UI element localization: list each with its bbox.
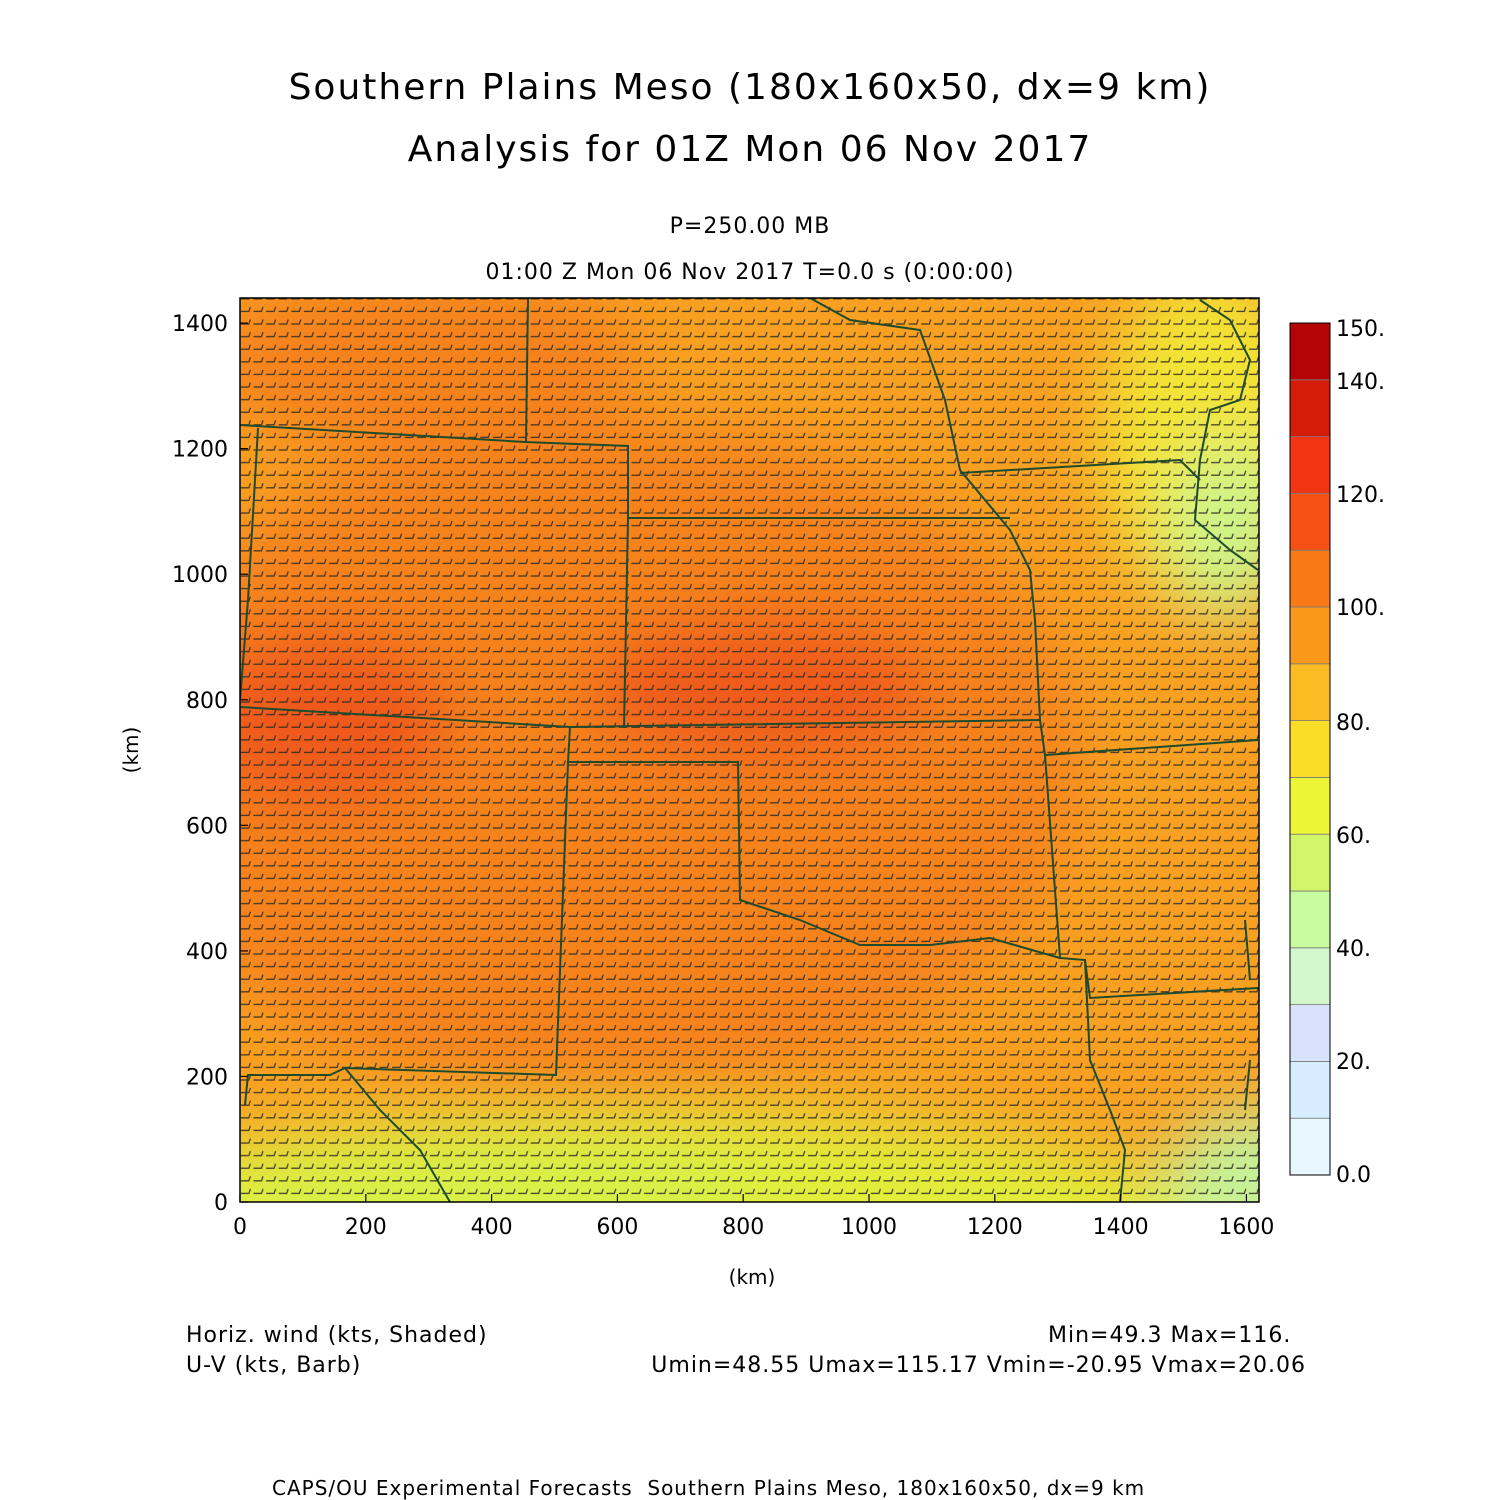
title-line-2: Analysis for 01Z Mon 06 Nov 2017 (407, 129, 1093, 170)
y-axis-label: (km) (119, 727, 143, 774)
colorbar-label: 40. (1336, 937, 1371, 962)
x-tick-label: 1000 (841, 1215, 897, 1240)
colorbar-swatch (1289, 492, 1331, 551)
colorbar-label: 0.0 (1336, 1163, 1371, 1188)
barb-field-label: U-V (kts, Barb) (186, 1353, 362, 1378)
colorbar-swatch (1289, 720, 1331, 778)
colorbar-swatch (1289, 549, 1331, 608)
y-tick-label: 600 (186, 814, 228, 839)
pressure-label: P=250.00 MB (669, 214, 831, 239)
y-tick-label: 400 (186, 940, 228, 965)
colorbar-swatch (1289, 1117, 1331, 1176)
colorbar-swatch (1289, 1004, 1331, 1062)
colorbar-label: 80. (1336, 711, 1371, 736)
y-tick-label: 800 (186, 689, 228, 714)
colorbar-label: 140. (1336, 370, 1385, 395)
x-tick-label: 1400 (1093, 1215, 1149, 1240)
shading-min-max: Min=49.3 Max=116. (1048, 1323, 1291, 1348)
colorbar-swatch (1289, 322, 1331, 381)
colorbar-swatch (1289, 606, 1331, 665)
credit-line: CAPS/OU Experimental Forecasts Southern … (272, 1476, 1146, 1500)
y-tick-label: 200 (186, 1065, 228, 1090)
colorbar-swatch (1289, 947, 1331, 1005)
plot-frame (239, 297, 1260, 1203)
shading-min: Min=49.3 (1048, 1323, 1163, 1348)
time-label: 01:00 Z Mon 06 Nov 2017 T=0.0 s (0:00:00… (485, 260, 1015, 285)
y-tick-label: 1400 (172, 312, 228, 337)
x-tick-label: 800 (722, 1215, 764, 1240)
colorbar-label: 100. (1336, 596, 1385, 621)
colorbar-label: 20. (1336, 1050, 1371, 1075)
x-tick-label: 400 (471, 1215, 513, 1240)
colorbar-swatch (1289, 436, 1331, 494)
colorbar-swatch (1289, 890, 1331, 949)
colorbar-swatch (1289, 833, 1331, 892)
colorbar-swatch (1289, 379, 1331, 437)
wind-speed-shading (240, 298, 1259, 1202)
title-line-1: Southern Plains Meso (180x160x50, dx=9 k… (288, 67, 1212, 108)
colorbar-label: 120. (1336, 483, 1385, 508)
shading-field-label: Horiz. wind (kts, Shaded) (186, 1323, 488, 1348)
state-boundaries (240, 298, 1259, 1202)
x-tick-label: 1200 (967, 1215, 1023, 1240)
y-tick-label: 0 (214, 1191, 228, 1216)
colorbar-swatch (1289, 1061, 1331, 1119)
x-tick-label: 200 (345, 1215, 387, 1240)
colorbar-label: 150. (1336, 317, 1385, 342)
x-tick-label: 0 (233, 1215, 247, 1240)
colorbar-frame (1289, 322, 1331, 1176)
barb-stats: Umin=48.55 Umax=115.17 Vmin=-20.95 Vmax=… (651, 1353, 1306, 1378)
x-axis: 0 200 400 600 800 1000 1200 1400 1600 (233, 1194, 1274, 1240)
x-tick-label: 1600 (1218, 1215, 1274, 1240)
y-tick-label: 1200 (172, 438, 228, 463)
y-tick-label: 1000 (172, 563, 228, 588)
x-tick-label: 600 (596, 1215, 638, 1240)
colorbar-swatch (1289, 663, 1331, 721)
colorbar: 150. 140. 120. 100. 80. 60. 40. 20. 0.0 (1289, 317, 1385, 1188)
colorbar-label: 60. (1336, 824, 1371, 849)
shading-max: Max=116. (1170, 1323, 1292, 1348)
y-axis: 0 200 400 600 800 1000 1200 1400 (172, 312, 248, 1216)
x-axis-label: (km) (729, 1265, 776, 1289)
colorbar-swatch (1289, 777, 1331, 835)
